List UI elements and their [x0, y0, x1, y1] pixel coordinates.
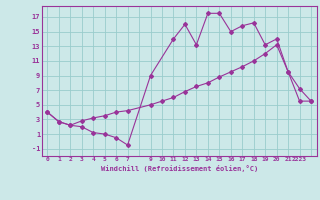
X-axis label: Windchill (Refroidissement éolien,°C): Windchill (Refroidissement éolien,°C) — [100, 165, 258, 172]
